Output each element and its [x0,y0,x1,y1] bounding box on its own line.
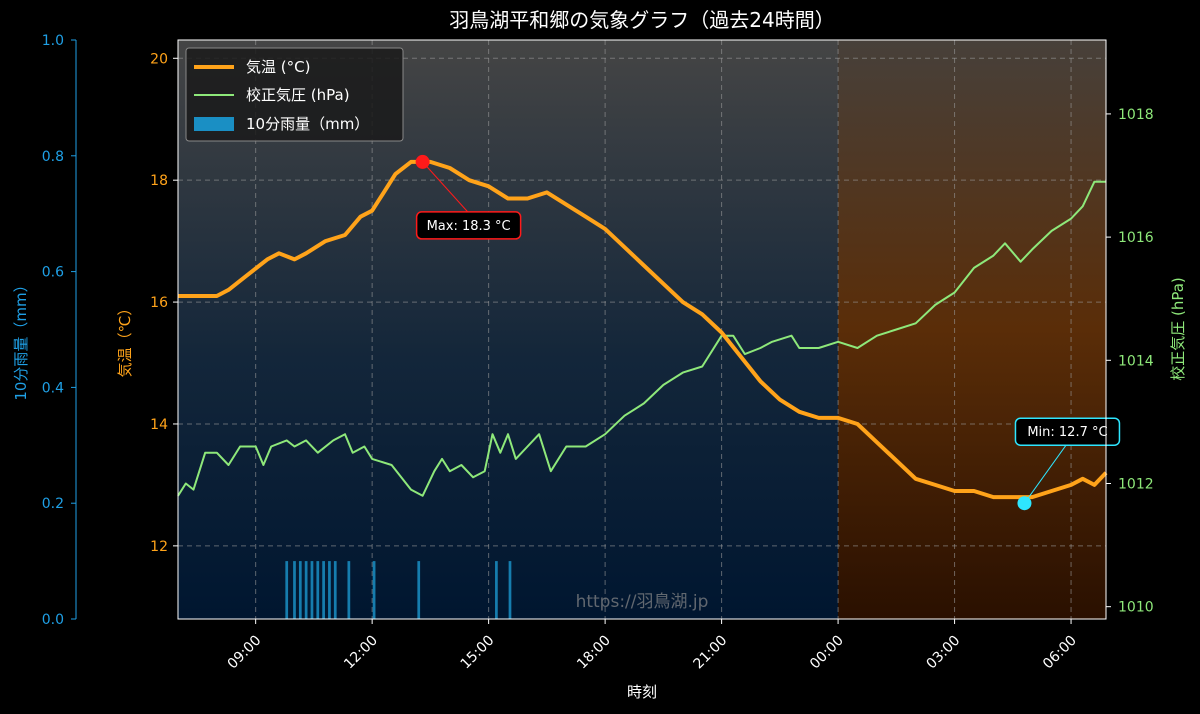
time-axis: 09:00 12:00 15:00 18:00 21:00 00:00 03:00 06:00 [225,619,1080,672]
legend-pressure-label: 校正気圧 (hPa) [246,86,350,104]
rain-bar [316,561,320,619]
time-tick-label: 18:00 [574,633,614,673]
rain-axis-label: 10分雨量（mm） [12,277,30,400]
rain-bar [417,561,421,619]
x-axis-label: 時刻 [627,683,657,701]
time-tick-label: 15:00 [458,633,498,673]
rain-bar [304,561,308,619]
temperature-line [178,159,1108,500]
plot-border [177,39,1107,620]
plot-background [178,40,1106,619]
pressure-tick-label: 1010 [1118,600,1154,616]
time-tick-label: 06:00 [1040,633,1080,673]
rain-tick-label: 0.2 [42,496,64,512]
rain-tick-label: 0.8 [42,149,64,165]
pressure-series [177,180,1106,497]
rain-series [285,561,512,619]
pressure-tick-label: 1012 [1118,476,1154,492]
legend-temperature-label: 気温 (°C) [246,58,310,76]
plot-frame [177,39,1107,620]
rain-bar [298,561,302,619]
rain-tick-label: 0.0 [42,612,64,628]
time-tick-label: 21:00 [691,633,731,673]
pressure-axis: 1010 1012 1014 1016 1018 [1106,107,1154,616]
legend-rain-swatch [194,117,234,131]
pressure-tick-label: 1016 [1118,230,1154,246]
min-label-box [1014,417,1121,446]
temperature-tick-label: 12 [150,539,168,555]
annotation-arrow [1024,442,1068,504]
temperature-series [178,159,1108,500]
rain-tick-label: 0.6 [42,265,64,281]
rain-bar [495,561,498,619]
temperature-tick-label: 16 [150,295,168,311]
temperature-axis: 12 14 16 18 20 [150,51,178,555]
rain-bar [333,561,337,619]
annotations: Max: 18.3 °C Min: 12.7 °C [415,154,1121,511]
time-tick-label: 00:00 [807,633,847,673]
pressure-tick-label: 1018 [1118,107,1154,123]
min-marker [1017,496,1032,511]
max-label-box [415,211,522,240]
max-marker [415,154,430,169]
rain-bar [310,561,314,619]
rain-bar [347,561,351,619]
pressure-line [177,180,1106,497]
pressure-axis-label: 校正気圧 (hPa) [1169,277,1187,381]
watermark: https://羽鳥湖.jp [576,592,709,612]
time-tick-label: 03:00 [924,633,964,673]
temperature-tick-label: 20 [150,51,168,67]
min-label: Min: 12.7 °C [1027,425,1107,440]
rain-bar [328,561,331,619]
legend-box [185,47,404,142]
rain-tick-label: 0.4 [42,380,64,396]
legend-rain-label: 10分雨量（mm） [246,115,369,133]
time-tick-label: 12:00 [341,633,381,673]
temperature-axis-label: 気温（℃） [116,301,134,378]
annotation-arrow [422,161,469,214]
night-background [838,40,1106,619]
rain-tick-label: 1.0 [42,33,64,49]
pressure-tick-label: 1014 [1118,353,1154,369]
max-label: Max: 18.3 °C [427,219,511,234]
rain-bar [372,561,376,619]
chart-title: 羽鳥湖平和郷の気象グラフ（過去24時間） [449,8,834,32]
rain-axis: 0.0 0.2 0.4 0.6 0.8 1.0 [42,33,77,628]
legend: 気温 (°C) 校正気圧 (hPa) 10分雨量（mm） [185,47,404,142]
rain-bar [508,561,512,619]
rain-bar [322,561,325,619]
temperature-tick-label: 18 [150,173,168,189]
temperature-tick-label: 14 [150,417,168,433]
time-tick-label: 09:00 [225,633,265,673]
rain-bar [293,561,296,619]
grid-lines [178,40,1106,619]
rain-bar [285,561,289,619]
